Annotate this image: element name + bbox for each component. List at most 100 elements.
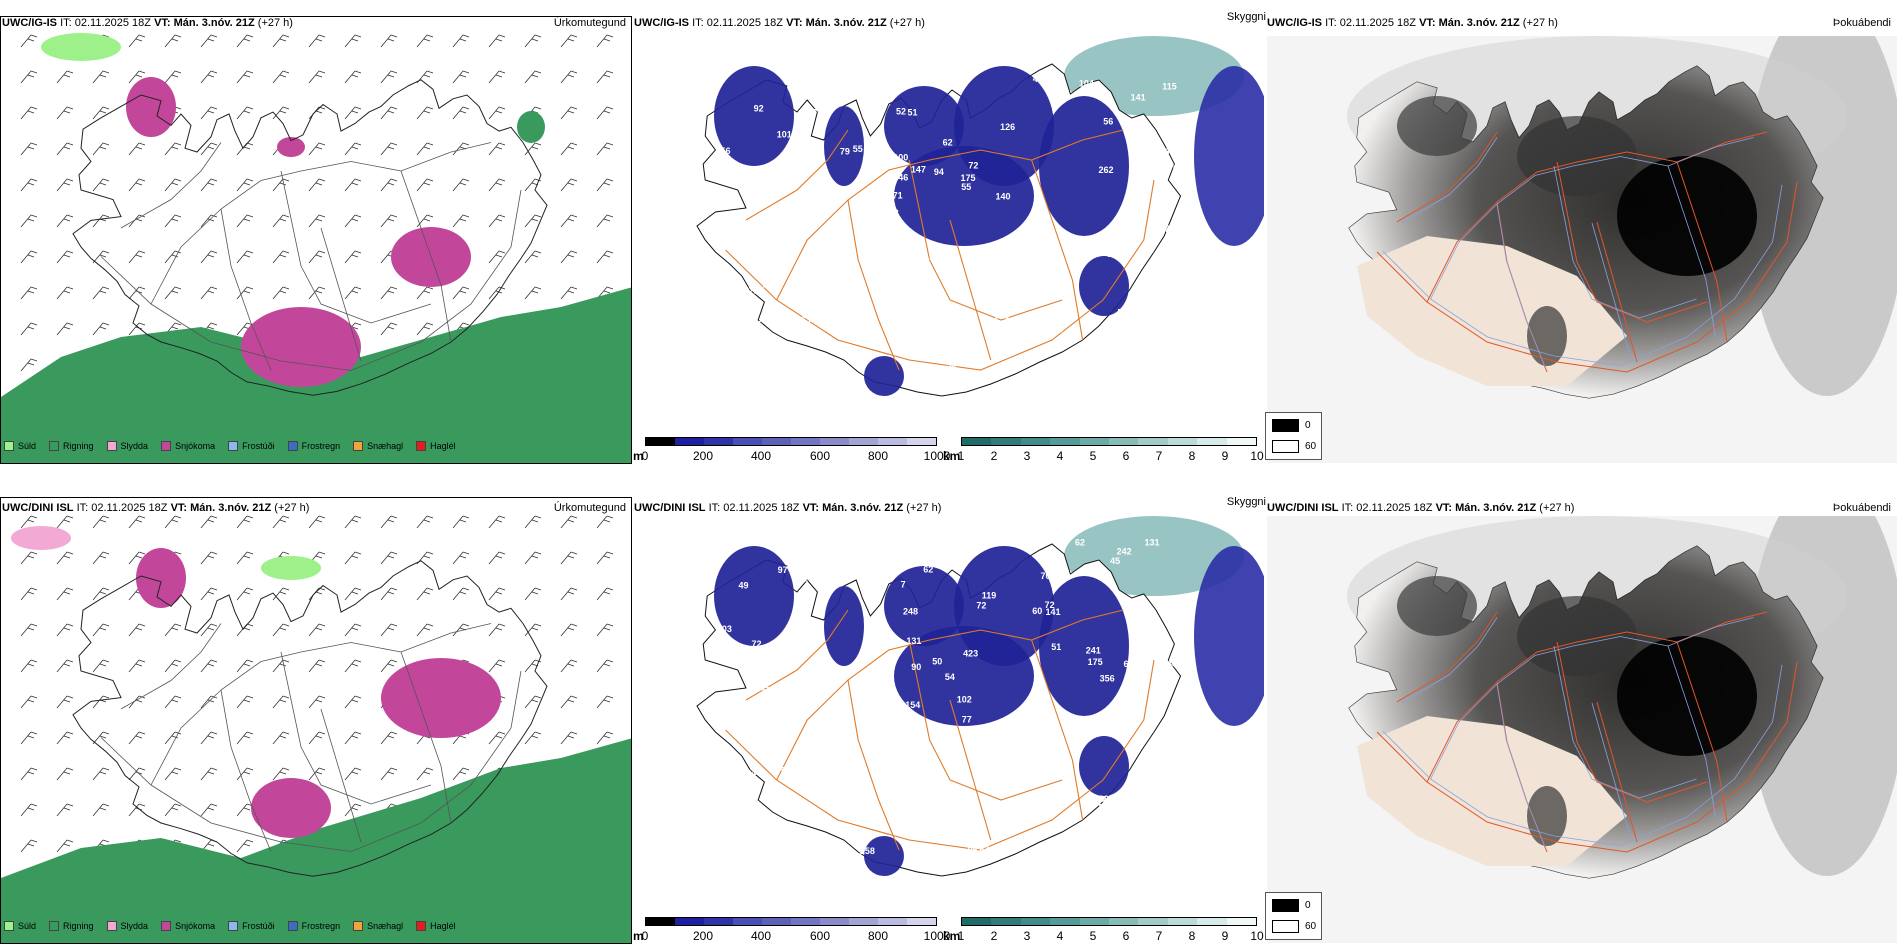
wind-barb	[92, 803, 110, 817]
ceiling-value-label: 258	[860, 846, 875, 856]
fog-dense-area	[1517, 596, 1637, 676]
wind-barb	[56, 214, 74, 228]
ceiling-value-label: 72	[968, 161, 978, 171]
ceiling-value-label: 51	[908, 108, 918, 118]
colorbar-swatch	[1167, 438, 1198, 445]
ceiling-value-label: 78	[740, 706, 750, 716]
wind-barb	[452, 214, 470, 228]
fog-legend: 0 60	[1265, 412, 1322, 460]
colorbar-swatch	[1079, 438, 1110, 445]
wind-barb	[488, 178, 506, 192]
wind-barb	[344, 178, 362, 192]
wind-barb	[164, 731, 182, 745]
colorbar-tick: 8	[1188, 449, 1196, 463]
ceiling-value-label: 47	[888, 815, 898, 825]
wind-barb	[236, 767, 254, 781]
ceiling-value-label: 57	[911, 796, 921, 806]
wind-barb	[452, 767, 470, 781]
ceiling-value-label: 80	[978, 60, 988, 70]
colorbar-swatch	[991, 438, 1021, 445]
colorbar-tick: 4	[1056, 929, 1064, 943]
precip-layer	[1, 33, 631, 463]
precip-legend-item: Slydda	[106, 921, 148, 931]
fog-swatch-light	[1272, 920, 1299, 933]
colorbar-tick: 200	[692, 929, 714, 943]
precip-legend-item: Slydda	[106, 441, 148, 451]
precip-legend-item: Súld	[4, 921, 36, 931]
ceiling-value-label: 143	[884, 208, 899, 218]
panel-title-vis: Skyggni	[1226, 496, 1266, 508]
wind-barb	[56, 515, 74, 529]
road-line	[100, 189, 522, 371]
ceiling-value-label: 42	[1033, 74, 1043, 84]
wind-barb	[560, 623, 578, 637]
wind-barb	[164, 767, 182, 781]
wind-barb	[56, 659, 74, 673]
colorbar-tick: 1	[957, 449, 965, 463]
colorbar-swatch	[1167, 918, 1198, 925]
road-line	[1376, 181, 1798, 373]
wind-barb	[56, 623, 74, 637]
road-line	[280, 651, 432, 805]
vt-value: Mán. 3.nóv. 21Z	[173, 17, 255, 29]
wind-barb	[488, 659, 506, 673]
wind-barb	[380, 322, 398, 336]
wind-barb	[344, 731, 362, 745]
wind-barb	[596, 34, 614, 48]
wind-barb	[488, 515, 506, 529]
ceiling-value-label: 140	[918, 49, 933, 59]
wind-barb	[56, 178, 74, 192]
wind-barb	[236, 34, 254, 48]
ceiling-value-label: 58	[1086, 342, 1096, 352]
wind-barb	[344, 106, 362, 120]
colorbar-tick: 7	[1155, 449, 1163, 463]
wind-barb	[128, 214, 146, 228]
wind-barb	[380, 286, 398, 300]
wind-barb	[344, 767, 362, 781]
colorbar-swatch	[1226, 438, 1257, 445]
road-line	[1396, 131, 1498, 223]
ceiling-value-label: 356	[1100, 673, 1115, 683]
colorbar-swatch	[991, 918, 1021, 925]
ceiling-value-label: 76	[811, 746, 821, 756]
fog-legend-row: 60	[1272, 440, 1316, 453]
vt-value: Mán. 3.nóv. 21Z	[1438, 17, 1520, 29]
ceiling-value-label: 63	[801, 315, 811, 325]
legend-label: Rigning	[63, 441, 94, 451]
wind-barb	[452, 70, 470, 84]
ceiling-value-label: 577	[1110, 705, 1125, 715]
wind-barb	[272, 659, 290, 673]
ceiling-value-label: 52	[896, 106, 906, 116]
ceiling-value-label: 175	[1088, 657, 1103, 667]
colorbar-tick: 4	[1056, 449, 1064, 463]
wind-barb	[416, 551, 434, 565]
wind-barb	[596, 659, 614, 673]
ceiling-value-label: 103	[717, 624, 732, 634]
wind-barb	[164, 142, 182, 156]
colorbar-swatch	[733, 918, 762, 925]
wind-barb	[236, 70, 254, 84]
snow-area	[136, 548, 186, 608]
wind-barb	[560, 70, 578, 84]
precip-header: UWC/IG-IS IT: 02.11.2025 18Z VT: Mán. 3.…	[2, 12, 630, 34]
colorbar-tick: 10	[1250, 929, 1264, 943]
wind-barb	[92, 551, 110, 565]
ceiling-value-label: 48	[774, 685, 784, 695]
precip-legend-item: Snæhagl	[353, 921, 403, 931]
road-line	[1676, 641, 1728, 823]
wind-barb	[92, 623, 110, 637]
ceiling-map-igis: 85 75 141 143 126 98 52 62 74 55 121 63 51 72 97 92 63 55…	[634, 36, 1264, 432]
colorbar-tick: 800	[867, 449, 889, 463]
wind-barb	[20, 322, 38, 336]
wind-barb	[56, 803, 74, 817]
ceiling-value-label: 62	[1075, 537, 1085, 547]
colorbar-tick: 3	[1023, 449, 1031, 463]
ceiling-value-label: 53	[894, 56, 904, 66]
road-line	[1031, 639, 1084, 821]
ceiling-area	[884, 86, 964, 166]
wind-barb	[200, 623, 218, 637]
precip-header: UWC/DINI ISL IT: 02.11.2025 18Z VT: Mán.…	[2, 497, 630, 519]
wind-barb	[560, 731, 578, 745]
wind-barb	[236, 623, 254, 637]
road-line	[1556, 161, 1708, 323]
